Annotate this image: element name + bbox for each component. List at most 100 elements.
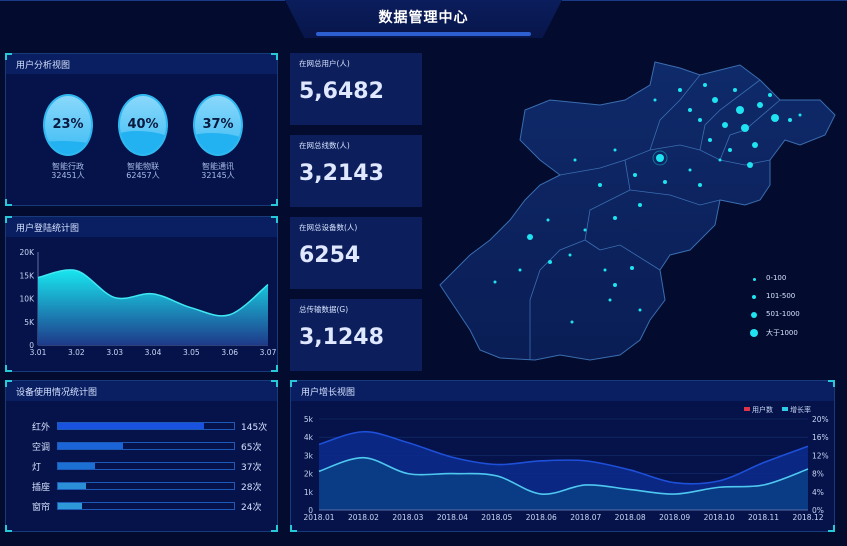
map-dot bbox=[768, 93, 772, 97]
map-dot bbox=[752, 142, 758, 148]
map-dot bbox=[771, 114, 779, 122]
legend-label: 大于1000 bbox=[766, 329, 798, 337]
map-dot bbox=[703, 83, 707, 87]
series-line bbox=[318, 430, 809, 485]
device-name: 窗帘 bbox=[32, 503, 51, 513]
y-tick-label: 10K bbox=[20, 295, 36, 304]
y-left-tick: 4k bbox=[304, 433, 314, 442]
stat-value: 3,1248 bbox=[299, 325, 384, 350]
gauge-name: 智能物联 bbox=[127, 162, 159, 171]
user-growth-chart: 0 0% 1k 4% 2k 8% 3k 12% 4k 16% 5k 20% 2018.01 2018.02… bbox=[303, 405, 829, 522]
series-area bbox=[319, 457, 808, 510]
map-dot bbox=[757, 102, 763, 108]
x-tick-label: 2018.11 bbox=[748, 513, 779, 522]
map-dot bbox=[747, 162, 753, 168]
y-left-tick: 2k bbox=[304, 470, 314, 479]
bar-track bbox=[57, 422, 235, 430]
legend-label[interactable]: 增长率 bbox=[790, 405, 811, 414]
percent-gauge: 37% bbox=[193, 94, 243, 156]
bar-fill bbox=[58, 483, 87, 489]
gauge-count: 32145人 bbox=[201, 171, 235, 180]
map-dot bbox=[603, 268, 607, 272]
map-dot bbox=[583, 228, 587, 232]
gauge-fill bbox=[45, 140, 91, 154]
y-tick-label: 5K bbox=[24, 318, 35, 327]
gauge-label: 智能通讯 32145人 bbox=[183, 162, 253, 180]
map-dot bbox=[527, 234, 533, 240]
map-dot bbox=[728, 148, 732, 152]
gauge-percent: 40% bbox=[127, 117, 159, 132]
x-tick-label: 2018.08 bbox=[615, 513, 646, 522]
map-dot bbox=[688, 168, 692, 172]
x-tick-label: 2018.06 bbox=[526, 513, 557, 522]
y-right-tick: 20% bbox=[812, 415, 829, 424]
stat-card: 在网总线数(人) 3,2143 bbox=[290, 135, 422, 207]
x-tick-label: 2018.05 bbox=[481, 513, 512, 522]
header-underline bbox=[316, 32, 531, 36]
legend-swatch-icon bbox=[744, 407, 750, 411]
gauge-count: 62457人 bbox=[126, 171, 160, 180]
y-tick-label: 15K bbox=[20, 271, 36, 280]
user-analysis-panel: 用户分析视图 23% 智能行政 32451人 40% 智能物联 62457人 37% 智能通讯… bbox=[5, 53, 278, 206]
stat-label: 在网总线数(人) bbox=[299, 141, 350, 150]
device-name: 灯 bbox=[32, 463, 42, 473]
bar-track bbox=[57, 502, 235, 510]
stat-value: 5,6482 bbox=[299, 79, 384, 104]
bar-track bbox=[57, 482, 235, 490]
x-tick-label: 2018.09 bbox=[659, 513, 690, 522]
device-bar-row: 窗帘 24次 bbox=[26, 500, 276, 513]
map-dot bbox=[546, 218, 550, 222]
map-dot bbox=[568, 253, 572, 257]
legend-label: 501-1000 bbox=[766, 310, 800, 318]
user-growth-panel: 用户增长视图 0 0% 1k 4% 2k 8% 3k 12% 4k 16% 5k 20% 2018.01… bbox=[290, 380, 835, 532]
x-tick-label: 3.01 bbox=[30, 348, 47, 357]
map-dot bbox=[613, 283, 617, 287]
device-bar-row: 红外 145次 bbox=[26, 420, 276, 433]
legend-label: 0-100 bbox=[766, 274, 787, 282]
x-tick-label: 2018.12 bbox=[792, 513, 823, 522]
map-dot bbox=[638, 203, 642, 207]
y-right-tick: 8% bbox=[812, 470, 824, 479]
map-dot bbox=[518, 268, 522, 272]
map-dot bbox=[698, 183, 702, 187]
login-area bbox=[38, 269, 268, 345]
stat-label: 总传输数据(G) bbox=[299, 305, 349, 314]
x-tick-label: 3.02 bbox=[68, 348, 85, 357]
device-bar-row: 灯 37次 bbox=[26, 460, 276, 473]
x-tick-label: 3.07 bbox=[260, 348, 277, 357]
stat-card: 总传输数据(G) 3,1248 bbox=[290, 299, 422, 371]
x-tick-label: 3.03 bbox=[106, 348, 123, 357]
bar-track bbox=[57, 462, 235, 470]
login-line bbox=[37, 269, 269, 317]
map-dot bbox=[733, 88, 737, 92]
bar-fill bbox=[58, 463, 96, 469]
header-line bbox=[562, 0, 847, 1]
gauge-label: 智能物联 62457人 bbox=[108, 162, 178, 180]
y-left-tick: 0 bbox=[308, 506, 313, 515]
legend-label[interactable]: 用户数 bbox=[752, 405, 773, 414]
device-count: 37次 bbox=[241, 463, 262, 473]
panel-title: 用户增长视图 bbox=[291, 381, 834, 401]
y-tick-label: 0 bbox=[29, 341, 34, 350]
map-dot bbox=[688, 108, 692, 112]
percent-gauge: 23% bbox=[43, 94, 93, 156]
map-dot bbox=[630, 266, 634, 270]
y-right-tick: 16% bbox=[812, 433, 829, 442]
device-count: 28次 bbox=[241, 483, 262, 493]
map-dot bbox=[656, 154, 664, 162]
x-tick-label: 2018.04 bbox=[437, 513, 468, 522]
y-left-tick: 1k bbox=[304, 488, 314, 497]
stat-label: 在网总设备数(人) bbox=[299, 223, 358, 232]
legend-dot-icon bbox=[751, 312, 757, 318]
stat-card: 在网总设备数(人) 6254 bbox=[290, 217, 422, 289]
gauge-percent: 37% bbox=[202, 117, 234, 132]
map-dot bbox=[598, 183, 602, 187]
map-dot bbox=[638, 308, 642, 312]
gauge-name: 智能通讯 bbox=[202, 162, 234, 171]
x-tick-label: 3.06 bbox=[221, 348, 238, 357]
map-dot bbox=[718, 158, 722, 162]
gauge-fill bbox=[120, 130, 166, 154]
header-line bbox=[0, 0, 285, 1]
gauge-count: 32451人 bbox=[51, 171, 85, 180]
map-dot bbox=[613, 216, 617, 220]
